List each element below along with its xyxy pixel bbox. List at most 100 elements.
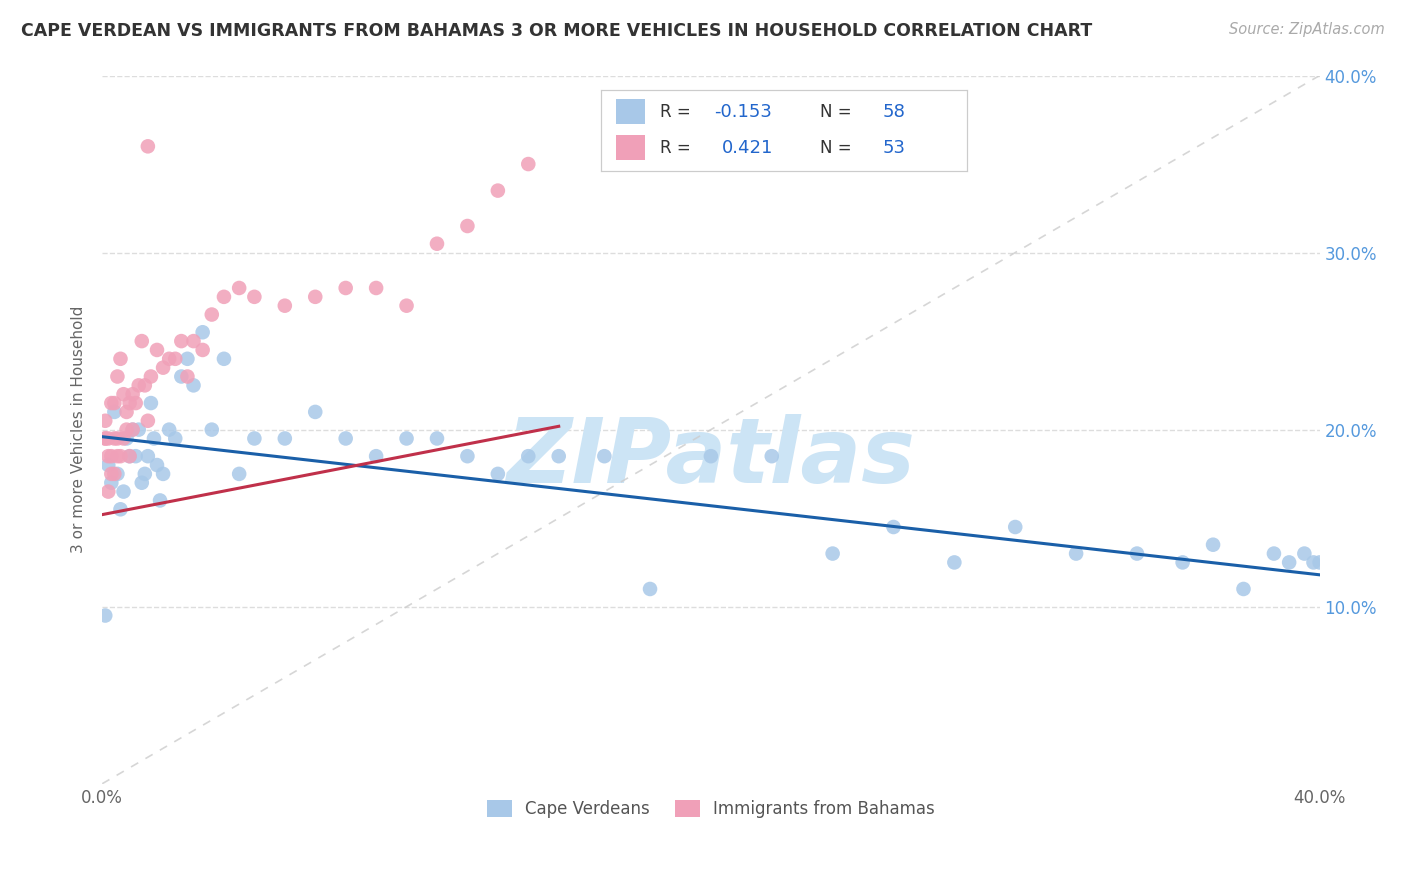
Point	[304, 290, 326, 304]
Point	[486, 184, 509, 198]
Point	[882, 520, 904, 534]
Point	[100, 449, 122, 463]
Point	[593, 449, 616, 463]
Point	[110, 502, 132, 516]
Point	[103, 467, 125, 481]
Point	[157, 423, 180, 437]
Point	[201, 308, 224, 322]
Point	[94, 414, 117, 428]
Point	[107, 369, 129, 384]
Point	[1202, 538, 1225, 552]
Point	[103, 396, 125, 410]
Point	[146, 458, 169, 472]
Point	[1004, 520, 1026, 534]
Point	[118, 449, 141, 463]
Point	[100, 467, 122, 481]
Point	[165, 351, 187, 366]
Point	[115, 405, 138, 419]
Point	[1263, 547, 1285, 561]
Point	[1294, 547, 1316, 561]
Point	[121, 423, 143, 437]
Point	[139, 369, 162, 384]
Point	[112, 387, 135, 401]
Legend: Cape Verdeans, Immigrants from Bahamas: Cape Verdeans, Immigrants from Bahamas	[479, 794, 942, 825]
Point	[395, 432, 418, 446]
Point	[136, 449, 159, 463]
Point	[97, 458, 120, 472]
Point	[183, 378, 205, 392]
Point	[103, 432, 125, 446]
Point	[97, 432, 120, 446]
Point	[121, 423, 143, 437]
Point	[107, 432, 129, 446]
Point	[304, 405, 326, 419]
Point	[638, 582, 661, 596]
Point	[115, 423, 138, 437]
Point	[110, 351, 132, 366]
Point	[115, 432, 138, 446]
Point	[335, 281, 357, 295]
Point	[517, 449, 540, 463]
Text: CAPE VERDEAN VS IMMIGRANTS FROM BAHAMAS 3 OR MORE VEHICLES IN HOUSEHOLD CORRELAT: CAPE VERDEAN VS IMMIGRANTS FROM BAHAMAS …	[21, 22, 1092, 40]
Point	[94, 608, 117, 623]
Point	[176, 351, 198, 366]
Point	[100, 475, 122, 490]
Point	[486, 467, 509, 481]
Point	[335, 432, 357, 446]
Point	[136, 414, 159, 428]
Point	[170, 334, 193, 348]
Point	[243, 432, 266, 446]
Point	[761, 449, 783, 463]
Point	[274, 432, 297, 446]
Point	[125, 396, 148, 410]
Point	[110, 449, 132, 463]
Point	[228, 467, 250, 481]
Point	[1232, 582, 1254, 596]
Point	[366, 281, 388, 295]
Point	[183, 334, 205, 348]
Text: ZIPatlas: ZIPatlas	[506, 414, 915, 502]
Point	[94, 432, 117, 446]
Point	[1064, 547, 1087, 561]
Point	[149, 493, 172, 508]
Point	[97, 449, 120, 463]
Point	[517, 157, 540, 171]
Point	[157, 351, 180, 366]
Point	[142, 432, 165, 446]
Point	[100, 396, 122, 410]
Point	[1278, 556, 1301, 570]
Point	[134, 467, 156, 481]
Point	[125, 449, 148, 463]
Point	[212, 290, 235, 304]
Point	[107, 449, 129, 463]
Point	[107, 467, 129, 481]
Point	[176, 369, 198, 384]
Point	[118, 396, 141, 410]
Point	[191, 325, 214, 339]
Point	[118, 449, 141, 463]
Point	[1171, 556, 1194, 570]
Point	[700, 449, 723, 463]
Point	[243, 290, 266, 304]
Point	[165, 432, 187, 446]
Point	[426, 432, 449, 446]
Point	[426, 236, 449, 251]
Point	[212, 351, 235, 366]
Y-axis label: 3 or more Vehicles in Household: 3 or more Vehicles in Household	[72, 306, 86, 553]
Point	[170, 369, 193, 384]
Point	[821, 547, 844, 561]
Point	[131, 334, 153, 348]
Point	[395, 299, 418, 313]
Point	[112, 484, 135, 499]
Point	[139, 396, 162, 410]
Point	[1309, 556, 1331, 570]
Point	[201, 423, 224, 437]
Point	[228, 281, 250, 295]
Point	[128, 423, 150, 437]
Point	[146, 343, 169, 357]
Text: Source: ZipAtlas.com: Source: ZipAtlas.com	[1229, 22, 1385, 37]
Point	[136, 139, 159, 153]
Point	[1302, 556, 1324, 570]
Point	[131, 475, 153, 490]
Point	[456, 449, 478, 463]
